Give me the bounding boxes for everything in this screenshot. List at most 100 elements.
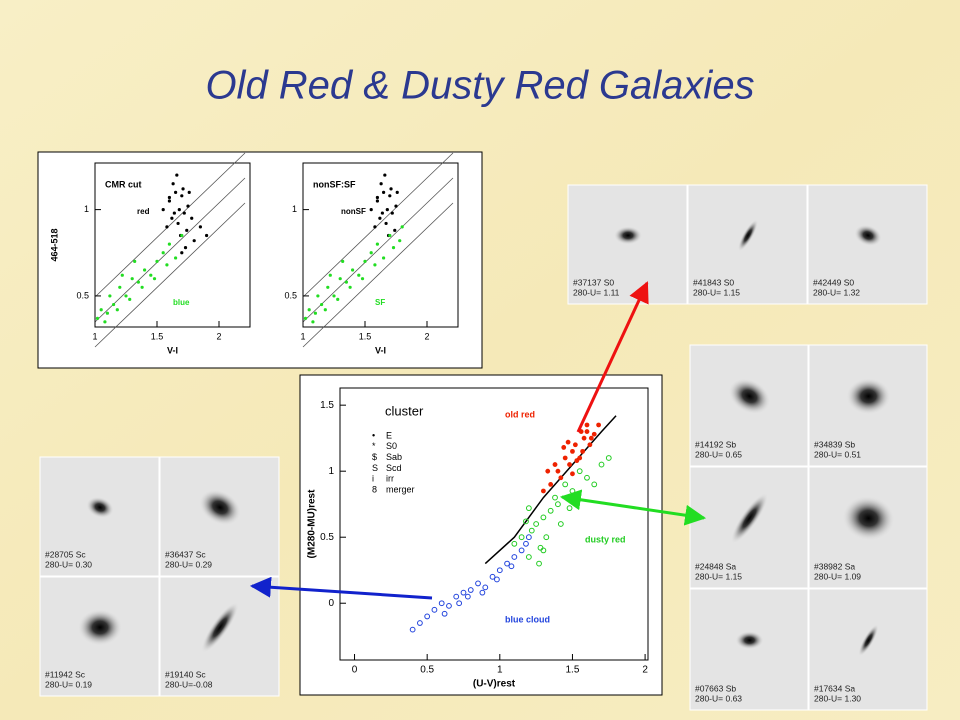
arrow: [249, 576, 433, 600]
data-point: [170, 216, 174, 220]
thumbnail-color: 280-U= 0.19: [45, 679, 92, 689]
data-point: [584, 429, 590, 434]
data-point: [441, 610, 448, 617]
data-point: [375, 195, 379, 200]
data-point: [545, 468, 551, 474]
data-point: [149, 273, 153, 277]
thumbnail-id: #36437 Sc: [165, 549, 206, 559]
thumbnail-id: #19140 Sc: [165, 669, 206, 679]
data-point: [558, 475, 564, 481]
data-point: [133, 259, 137, 263]
data-point: [494, 576, 500, 583]
data-point: [369, 251, 373, 255]
data-point: [205, 233, 209, 238]
x-tick-label: 1.5: [565, 665, 579, 676]
data-point: [165, 263, 169, 267]
data-point: [180, 233, 184, 238]
data-point: [140, 285, 144, 289]
y-tick-label: 1: [328, 466, 334, 477]
galaxy: [201, 602, 239, 653]
x-tick-label: 2: [642, 665, 648, 676]
data-point: [177, 208, 181, 212]
legend-symbol: *: [372, 441, 376, 451]
data-point: [467, 587, 474, 593]
data-point: [552, 462, 558, 467]
data-point: [165, 225, 169, 229]
y-tick-label: 1.5: [320, 400, 334, 411]
data-point: [382, 256, 386, 260]
data-point: [555, 468, 561, 474]
data-point: [363, 259, 367, 263]
data-point: [143, 268, 147, 272]
data-point: [182, 211, 186, 215]
thumbnail-color: 280-U= 1.30: [814, 693, 861, 703]
data-point: [525, 505, 532, 512]
series-label: SF: [375, 298, 385, 307]
data-point: [198, 225, 202, 229]
thumbnail-id: #07663 Sb: [695, 683, 736, 693]
x-tick-label: 0.5: [420, 665, 434, 676]
thumbnail-id: #34839 Sb: [814, 439, 855, 449]
data-point: [369, 208, 373, 212]
data-point: [378, 216, 382, 220]
data-point: [357, 273, 361, 277]
plots: 1 1.5 2 0.5 1 V-I 464-518 CMR cut red blue 1 1.5 2 0.…: [49, 152, 649, 690]
data-point: [192, 239, 196, 243]
thumbnail-color: 280-U= 0.29: [165, 559, 212, 569]
data-point: [482, 584, 489, 591]
data-point: [186, 204, 190, 208]
legend-label: Sab: [386, 452, 402, 462]
data-point: [547, 507, 554, 514]
thumbnail-image: [39, 576, 160, 697]
series-label: old red: [505, 409, 535, 419]
data-point: [409, 626, 416, 633]
data-point: [338, 277, 342, 281]
data-point: [540, 488, 546, 494]
panel: [299, 374, 663, 696]
data-point: [176, 221, 180, 226]
boundary-line: [302, 152, 454, 298]
data-point: [540, 514, 547, 521]
data-point: [561, 445, 567, 450]
boundary-line: [94, 177, 246, 323]
data-point: [584, 474, 590, 481]
data-point: [115, 308, 119, 312]
data-point: [382, 190, 386, 194]
thumbnail-id: #14192 Sb: [695, 439, 736, 449]
legend-label: irr: [386, 474, 394, 484]
galaxy: [738, 219, 758, 252]
thumbnail-id: #24848 Sa: [695, 561, 736, 571]
data-point: [504, 560, 510, 567]
arrow: [559, 489, 707, 526]
legend-label: merger: [386, 484, 415, 494]
series-label: blue: [173, 298, 190, 307]
data-point: [190, 216, 194, 220]
data-point: [348, 285, 352, 289]
data-point: [120, 273, 124, 277]
data-point: [320, 302, 324, 307]
thumbnail-color: 280-U= 1.32: [813, 287, 860, 297]
data-point: [344, 280, 348, 284]
thumbnail-color: 280-U= 0.51: [814, 449, 861, 459]
galaxy: [728, 378, 771, 414]
data-point: [187, 190, 191, 194]
legend-label: Scd: [386, 463, 402, 473]
thumbnail-image: [808, 588, 928, 711]
data-point: [446, 602, 452, 609]
galaxy: [86, 496, 114, 518]
data-point: [496, 567, 503, 574]
data-point: [523, 540, 529, 547]
thumbnail-color: 280-U= 1.15: [695, 571, 742, 581]
data-point: [417, 620, 423, 626]
boundary-line: [302, 177, 454, 323]
data-point: [328, 273, 332, 277]
data-point: [574, 458, 580, 464]
data-point: [307, 308, 311, 312]
thumbnail-image: [567, 184, 688, 305]
series-label: nonSF: [341, 207, 366, 216]
x-tick-label: 2: [424, 331, 429, 341]
data-point: [105, 311, 109, 315]
